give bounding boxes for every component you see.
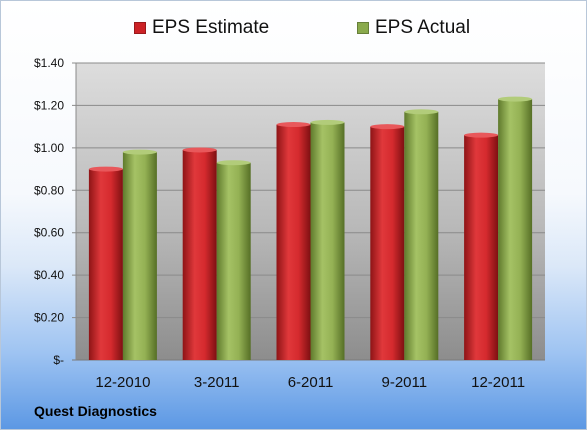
bar-actual: [216, 160, 251, 360]
x-category-label: 9-2011: [382, 374, 428, 391]
bar-actual-body: [310, 122, 345, 361]
bar-actual-body: [404, 111, 439, 361]
bar-estimate-cap: [370, 124, 405, 130]
bar-actual-cap: [216, 160, 251, 166]
bar-actual-body: [122, 152, 157, 360]
bar-estimate-body: [370, 126, 405, 361]
bar-actual-cap: [122, 149, 157, 155]
y-tick-label: $0.20: [34, 311, 64, 325]
bar-estimate-body: [88, 169, 123, 360]
x-axis-categories: 12-2010 3-2011 6-2011 9-2011 12-2011: [95, 374, 525, 391]
legend-item-estimate: EPS Estimate: [134, 15, 269, 41]
bar-actual: [498, 96, 533, 361]
legend-label-estimate: EPS Estimate: [152, 17, 270, 38]
bar-estimate-cap: [182, 147, 217, 153]
company-name: Quest Diagnostics: [34, 403, 157, 419]
bar-estimate: [370, 124, 405, 361]
x-category-label: 12-2010: [95, 374, 150, 391]
bar-estimate-cap: [464, 132, 499, 138]
bar-estimate-cap: [88, 166, 123, 172]
bar-estimate: [182, 147, 217, 360]
legend-swatch-actual: [357, 22, 369, 34]
legend-label-actual: EPS Actual: [375, 17, 471, 38]
bars: [88, 96, 533, 361]
bar-actual: [310, 119, 345, 361]
bar-estimate-body: [464, 135, 499, 360]
bar-actual-cap: [404, 109, 439, 115]
legend-swatch-estimate: [134, 22, 146, 34]
bar-actual-cap: [498, 96, 533, 102]
y-tick-label: $1.00: [34, 141, 64, 155]
y-tick-label: $0.60: [34, 226, 64, 240]
x-category-label: 3-2011: [194, 374, 240, 391]
bar-estimate-body: [182, 149, 217, 360]
bar-actual: [122, 149, 157, 360]
y-tick-label: $-: [53, 353, 64, 367]
y-tick-label: $1.20: [34, 98, 64, 112]
bar-estimate: [276, 122, 311, 361]
bar-actual-body: [216, 162, 251, 360]
bar-actual: [404, 109, 439, 361]
y-axis-ticks: $- $0.20 $0.40 $0.60 $0.80 $1.00 $1.20 $1.40: [34, 56, 64, 367]
bar-estimate-body: [276, 124, 311, 361]
y-tick-label: $1.40: [34, 56, 64, 70]
legend-item-actual: EPS Actual: [357, 15, 470, 41]
bar-actual-cap: [310, 119, 345, 125]
y-tick-label: $0.80: [34, 183, 64, 197]
bar-actual-body: [498, 99, 533, 361]
x-category-label: 12-2011: [471, 374, 525, 391]
bar-estimate: [464, 132, 499, 360]
bar-estimate: [88, 166, 123, 360]
bar-estimate-cap: [276, 122, 311, 128]
x-category-label: 6-2011: [288, 374, 334, 391]
legend: EPS Estimate EPS Actual: [1, 15, 586, 41]
y-tick-label: $0.40: [34, 268, 64, 282]
